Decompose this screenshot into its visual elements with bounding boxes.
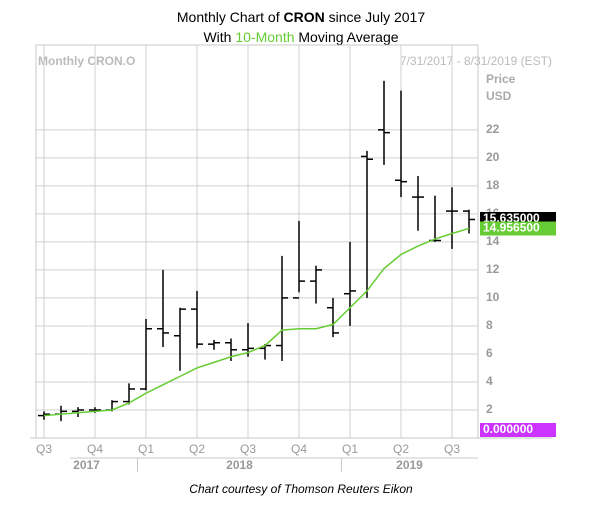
price-label: 14.956500: [483, 221, 540, 235]
moving-average-line: [43, 227, 470, 417]
y-tick-label: 10: [486, 290, 500, 304]
y-tick-label: 4: [486, 374, 493, 388]
y-tick-label: 6: [486, 346, 493, 360]
year-label: 2017: [73, 458, 100, 472]
watermark: Monthly CRON.O: [38, 54, 135, 68]
title-part: Monthly Chart of: [177, 9, 284, 25]
y-tick-label: 18: [486, 178, 500, 192]
year-label: 2018: [226, 458, 253, 472]
axis-label: USD: [486, 89, 512, 103]
footer: Chart courtesy of Thomson Reuters Eikon: [189, 482, 413, 496]
x-tick-label: Q4: [87, 442, 103, 456]
y-tick-label: 20: [486, 150, 500, 164]
x-tick-label: Q1: [138, 442, 154, 456]
x-tick-label: Q2: [189, 442, 205, 456]
x-tick-label: Q4: [291, 442, 307, 456]
x-tick-label: Q3: [240, 442, 256, 456]
title-part: CRON: [283, 9, 324, 25]
subtitle-part: With: [203, 29, 235, 45]
y-tick-label: 2: [486, 402, 493, 416]
year-label: 2019: [396, 458, 423, 472]
y-tick-label: 12: [486, 262, 500, 276]
y-tick-label: 14: [486, 234, 500, 248]
subtitle-part: Moving Average: [295, 29, 399, 45]
x-tick-label: Q1: [342, 442, 358, 456]
price-label: 0.000000: [483, 422, 533, 436]
y-tick-label: 8: [486, 318, 493, 332]
watermark: 7/31/2017 - 8/31/2019 (EST): [400, 54, 552, 68]
title-part: since July 2017: [325, 9, 426, 25]
subtitle-part: 10-Month: [235, 29, 294, 45]
y-tick-label: 22: [486, 122, 500, 136]
x-tick-label: Q3: [444, 442, 460, 456]
chart-subtitle: With 10-Month Moving Average: [203, 29, 398, 45]
x-tick-label: Q2: [393, 442, 409, 456]
price-box: [480, 423, 556, 437]
chart-title: Monthly Chart of CRON since July 2017: [177, 9, 425, 25]
price-box: [480, 221, 556, 236]
axis-label: Price: [486, 72, 516, 86]
x-tick-label: Q3: [36, 442, 52, 456]
